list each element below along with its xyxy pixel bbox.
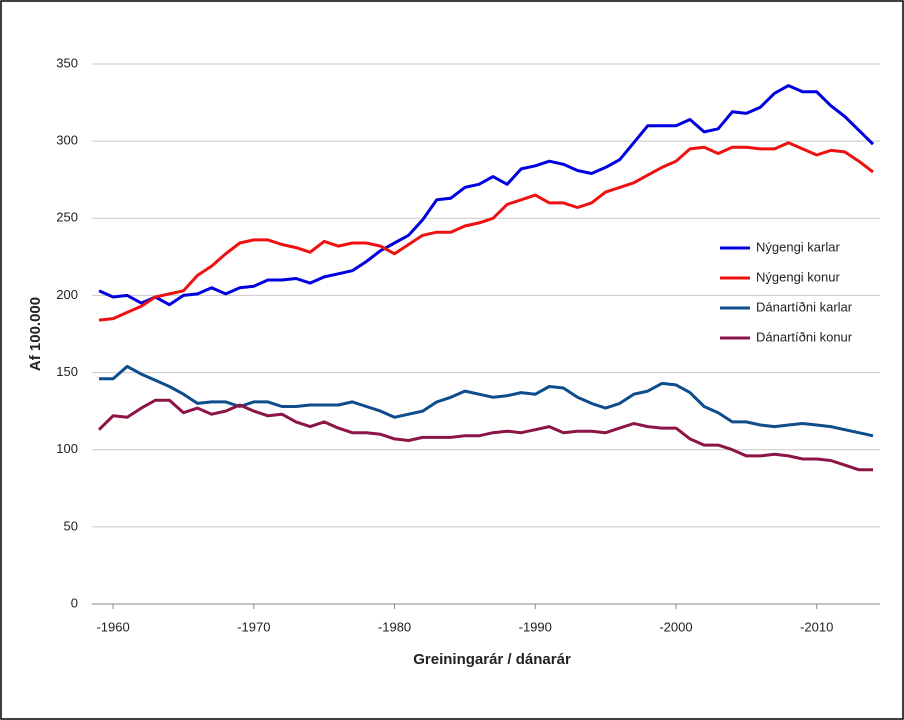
legend-label: Nýgengi konur (756, 269, 840, 284)
y-axis-label: Af 100.000 (27, 297, 44, 371)
x-tick-label: -1960 (96, 619, 129, 634)
data-line (99, 364, 874, 438)
x-tick-label: -1980 (378, 619, 411, 634)
x-axis-label: Greiningarár / dánarár (413, 651, 571, 668)
legend-label: Nýgengi karlar (756, 239, 840, 254)
y-tick-label: 50 (64, 518, 78, 533)
legend-label: Dánartíðni karlar (756, 299, 853, 314)
x-tick-label: -2000 (659, 619, 692, 634)
x-tick-label: -1970 (237, 619, 270, 634)
legend-label: Dánartíðni konur (756, 329, 853, 344)
data-line (97, 398, 873, 472)
y-tick-label: 300 (56, 133, 78, 148)
y-tick-label: 0 (71, 595, 78, 610)
y-tick-label: 250 (56, 210, 78, 225)
data-line (98, 84, 875, 307)
y-tick-label: 350 (56, 55, 78, 70)
y-tick-label: 100 (56, 441, 78, 456)
y-tick-label: 200 (56, 287, 78, 302)
y-tick-label: 150 (56, 364, 78, 379)
x-tick-label: -2010 (800, 619, 833, 634)
data-line (98, 141, 874, 322)
x-tick-label: -1990 (519, 619, 552, 634)
